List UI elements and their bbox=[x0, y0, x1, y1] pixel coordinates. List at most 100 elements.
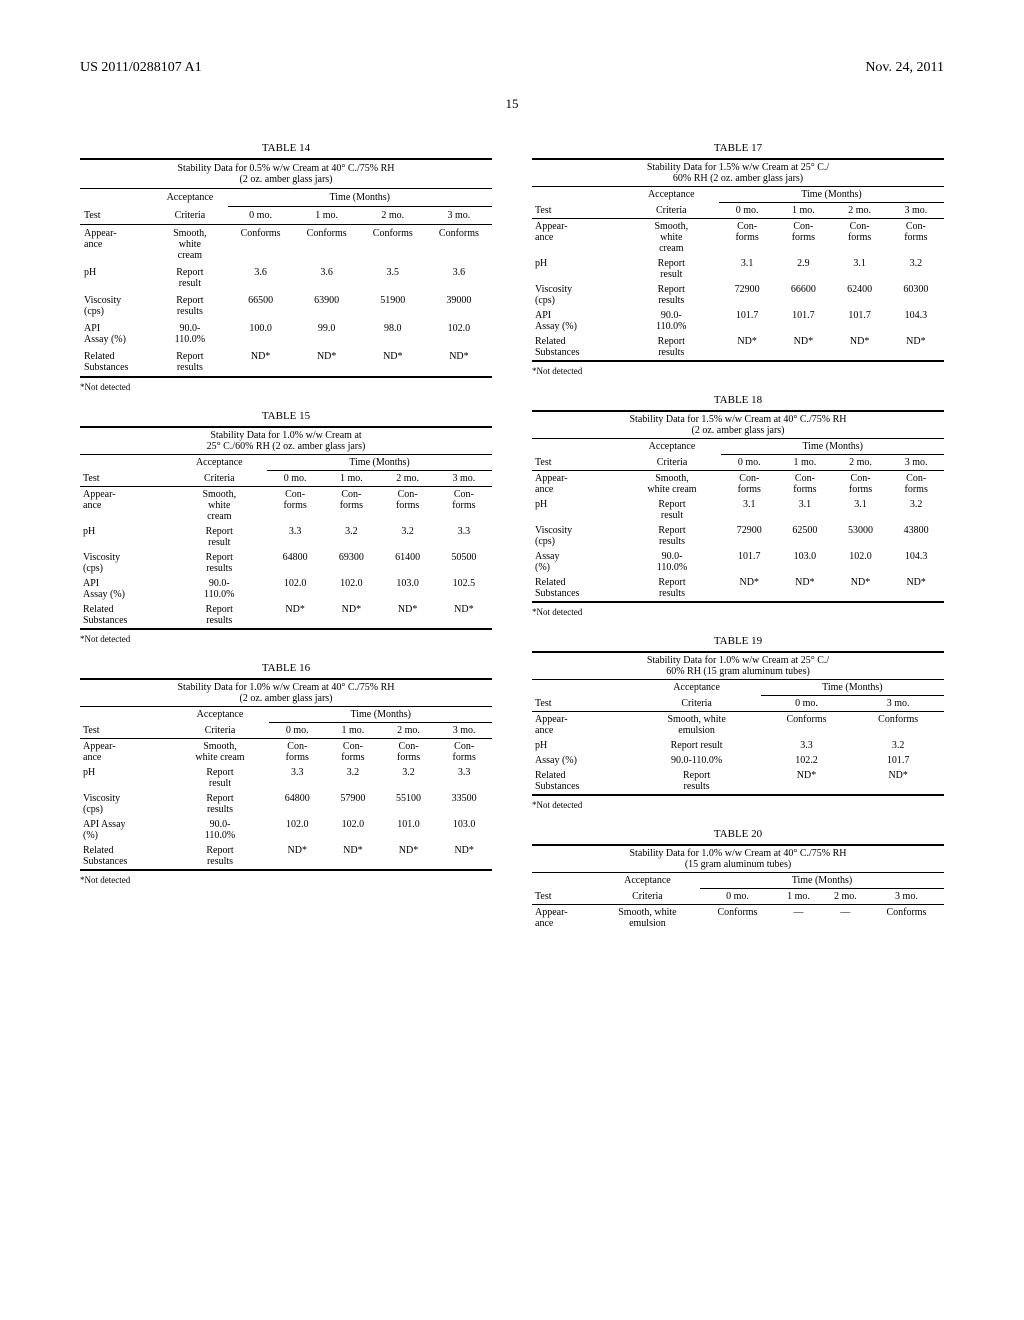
cell-val: 102.0 bbox=[833, 549, 889, 575]
table-16-table: Stability Data for 1.0% w/w Cream at 40°… bbox=[80, 678, 492, 871]
table-row: pH Report result 3.6 3.6 3.5 3.6 bbox=[80, 264, 492, 292]
hdr-criteria: Criteria bbox=[152, 207, 227, 225]
cell-test: Assay (%) bbox=[532, 549, 623, 575]
table-15: TABLE 15 Stability Data for 1.0% w/w Cre… bbox=[80, 410, 492, 644]
cell-val: 3.1 bbox=[777, 497, 833, 523]
cell-criteria: 90.0- 110.0% bbox=[172, 576, 268, 602]
cell-test: pH bbox=[532, 256, 624, 282]
table-row: Viscosity (cps) Report results 72900 625… bbox=[532, 523, 944, 549]
hdr-time: Time (Months) bbox=[700, 873, 944, 889]
table-row: API Assay (%) 90.0- 110.0% 102.0 102.0 1… bbox=[80, 576, 492, 602]
cell-criteria: Report results bbox=[623, 575, 722, 602]
cell-val: Conforms bbox=[294, 225, 360, 265]
table-18-title: Stability Data for 1.5% w/w Cream at 40°… bbox=[532, 411, 944, 439]
hdr-criteria: Criteria bbox=[623, 455, 722, 471]
table-18-footnote: *Not detected bbox=[532, 607, 944, 617]
table-row: Appear- ance Smooth, white cream Con- fo… bbox=[80, 487, 492, 525]
cell-test: Viscosity (cps) bbox=[532, 282, 624, 308]
cell-criteria: 90.0- 110.0% bbox=[623, 549, 722, 575]
cell-val: ND* bbox=[777, 575, 833, 602]
cell-criteria: Report result bbox=[152, 264, 227, 292]
cell-test: Appear- ance bbox=[532, 471, 623, 498]
cell-val: 104.3 bbox=[888, 308, 944, 334]
table-row: Related Substances Report results ND* ND… bbox=[80, 348, 492, 377]
cell-val: 101.7 bbox=[852, 753, 944, 768]
cell-val: 103.0 bbox=[380, 576, 436, 602]
cell-val: Con- forms bbox=[719, 219, 775, 257]
table-20-number: TABLE 20 bbox=[532, 828, 944, 840]
cell-val: 3.1 bbox=[721, 497, 777, 523]
table-20: TABLE 20 Stability Data for 1.0% w/w Cre… bbox=[532, 828, 944, 931]
cell-val: Conforms bbox=[852, 712, 944, 739]
cell-test: Appear- ance bbox=[80, 487, 172, 525]
cell-test: pH bbox=[532, 497, 623, 523]
hdr-test: Test bbox=[532, 889, 595, 905]
cell-criteria: Smooth, white emulsion bbox=[595, 905, 700, 932]
cell-val: Con- forms bbox=[436, 487, 492, 525]
cell-criteria: 90.0- 110.0% bbox=[624, 308, 720, 334]
cell-criteria: Report results bbox=[172, 602, 268, 629]
cell-val: 102.0 bbox=[269, 817, 325, 843]
cell-criteria: Smooth, white cream bbox=[152, 225, 227, 265]
table-17-footnote: *Not detected bbox=[532, 366, 944, 376]
cell-val: 3.2 bbox=[323, 524, 379, 550]
table-17: TABLE 17 Stability Data for 1.5% w/w Cre… bbox=[532, 142, 944, 376]
cell-val: 101.7 bbox=[832, 308, 888, 334]
hdr-m3: 3 mo. bbox=[436, 723, 492, 739]
cell-val: 51900 bbox=[360, 292, 426, 320]
cell-val: 3.3 bbox=[436, 765, 492, 791]
cell-val: Con- forms bbox=[775, 219, 831, 257]
table-row: Appear- ance Smooth, white emulsion Conf… bbox=[532, 712, 944, 739]
table-14: TABLE 14 Stability Data for 0.5% w/w Cre… bbox=[80, 142, 492, 392]
cell-val: ND* bbox=[761, 768, 853, 795]
table-row: Appear- ance Smooth, white cream Con- fo… bbox=[532, 219, 944, 257]
cell-val: 102.0 bbox=[267, 576, 323, 602]
table-row: Viscosity (cps) Report results 64800 693… bbox=[80, 550, 492, 576]
hdr-m2: 2 mo. bbox=[833, 455, 889, 471]
cell-val: Con- forms bbox=[721, 471, 777, 498]
cell-val: 3.1 bbox=[719, 256, 775, 282]
table-row: Related Substances Report results ND* ND… bbox=[532, 768, 944, 795]
cell-val: 57900 bbox=[325, 791, 381, 817]
cell-val: 69300 bbox=[323, 550, 379, 576]
table-row: Appear- ance Smooth, white cream Con- fo… bbox=[80, 739, 492, 766]
cell-val: 33500 bbox=[436, 791, 492, 817]
cell-criteria: Smooth, white cream bbox=[624, 219, 720, 257]
cell-val: ND* bbox=[888, 575, 944, 602]
cell-val: ND* bbox=[852, 768, 944, 795]
cell-val: 3.1 bbox=[832, 256, 888, 282]
hdr-m1: 1 mo. bbox=[294, 207, 360, 225]
table-14-table: Stability Data for 0.5% w/w Cream at 40°… bbox=[80, 158, 492, 378]
cell-val: ND* bbox=[436, 843, 492, 870]
cell-val: ND* bbox=[269, 843, 325, 870]
table-19-number: TABLE 19 bbox=[532, 635, 944, 647]
cell-test: Related Substances bbox=[532, 575, 623, 602]
hdr-time: Time (Months) bbox=[269, 707, 492, 723]
cell-val: 43800 bbox=[888, 523, 944, 549]
cell-val: 72900 bbox=[721, 523, 777, 549]
cell-val: 102.0 bbox=[426, 320, 492, 348]
table-15-number: TABLE 15 bbox=[80, 410, 492, 422]
hdr-acceptance: Acceptance bbox=[595, 873, 700, 889]
cell-val: 60300 bbox=[888, 282, 944, 308]
cell-val: 102.2 bbox=[761, 753, 853, 768]
cell-criteria: Report results bbox=[633, 768, 761, 795]
table-row: Assay (%) 90.0- 110.0% 101.7 103.0 102.0… bbox=[532, 549, 944, 575]
table-row: Related Substances Report results ND* ND… bbox=[80, 843, 492, 870]
cell-val: Con- forms bbox=[269, 739, 325, 766]
hdr-m3: 3 mo. bbox=[436, 471, 492, 487]
table-14-number: TABLE 14 bbox=[80, 142, 492, 154]
cell-val: Conforms bbox=[360, 225, 426, 265]
cell-val: 3.3 bbox=[267, 524, 323, 550]
hdr-test: Test bbox=[532, 696, 633, 712]
table-row: Appear- ance Smooth, white cream Con- fo… bbox=[532, 471, 944, 498]
cell-test: Appear- ance bbox=[80, 739, 171, 766]
cell-test: pH bbox=[80, 264, 152, 292]
table-15-title: Stability Data for 1.0% w/w Cream at 25°… bbox=[80, 427, 492, 455]
table-20-title: Stability Data for 1.0% w/w Cream at 40°… bbox=[532, 845, 944, 873]
hdr-time: Time (Months) bbox=[267, 455, 492, 471]
cell-criteria: Report results bbox=[624, 334, 720, 361]
hdr-m0: 0 mo. bbox=[267, 471, 323, 487]
table-row: Appear- ance Smooth, white emulsion Conf… bbox=[532, 905, 944, 932]
table-20-table: Stability Data for 1.0% w/w Cream at 40°… bbox=[532, 844, 944, 931]
